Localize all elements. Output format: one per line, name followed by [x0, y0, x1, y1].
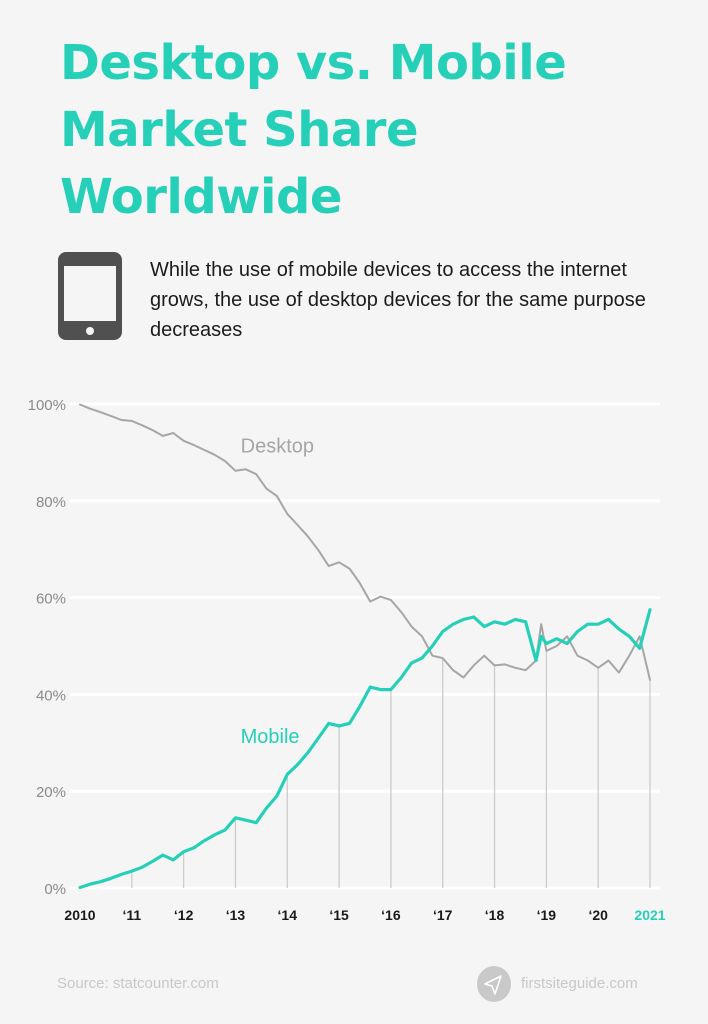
x-tick-label: ‘11 — [122, 907, 141, 923]
x-tick-label: ‘16 — [381, 907, 401, 923]
x-tick-label: ‘14 — [278, 907, 298, 923]
paper-plane-icon — [477, 966, 511, 1002]
mobile-series-label: Mobile — [241, 726, 300, 748]
y-tick-label: 40% — [36, 687, 66, 704]
y-tick-label: 60% — [36, 591, 66, 608]
x-tick-label: 2021 — [634, 907, 665, 923]
x-tick-label: ‘18 — [485, 907, 505, 923]
y-tick-label: 20% — [36, 784, 66, 801]
y-tick-label: 100% — [28, 397, 66, 414]
mobile-line — [78, 608, 652, 890]
x-tick-label: ‘15 — [329, 907, 349, 923]
page-title: Desktop vs. Mobile Market Share Worldwid… — [60, 30, 660, 231]
intro-section: While the use of mobile devices to acces… — [58, 250, 678, 341]
title-line-1: Desktop vs. Mobile — [60, 35, 567, 91]
x-tick-label: ‘13 — [226, 907, 246, 923]
desktop-series-label: Desktop — [241, 435, 314, 457]
mobile-phone-icon — [58, 252, 122, 340]
chart-canvas: 0% 20% 40% 60% 80% 100% 2010 ‘11 ‘12 ‘13 ‘14 ‘15 ‘16… — [28, 397, 666, 923]
x-tick-label: ‘17 — [433, 907, 453, 923]
y-tick-label: 0% — [44, 881, 66, 898]
x-tick-label: ‘20 — [588, 907, 608, 923]
brand-text: firstsiteguide.com — [521, 975, 638, 992]
title-line-2: Market Share — [60, 102, 419, 158]
line-chart: 0% 20% 40% 60% 80% 100% 2010 ‘11 ‘12 ‘13 ‘14 ‘15 ‘16… — [0, 380, 708, 940]
x-tick-label: ‘12 — [174, 907, 194, 923]
title-line-3: Worldwide — [60, 169, 342, 225]
y-tick-label: 80% — [36, 494, 66, 511]
x-tick-label: ‘19 — [537, 907, 557, 923]
desktop-line — [79, 403, 651, 681]
subtitle-text: While the use of mobile devices to acces… — [150, 259, 646, 341]
x-tick-label: 2010 — [64, 907, 95, 923]
source-text: Source: statcounter.com — [57, 975, 219, 992]
